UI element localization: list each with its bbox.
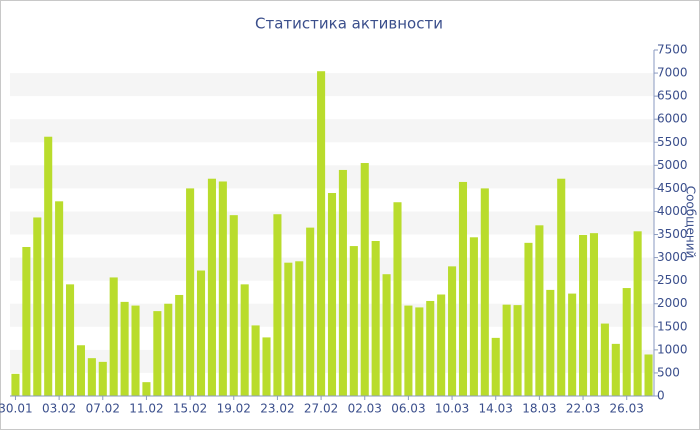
x-tick-label: 10.03 [435,402,469,416]
bar [469,237,478,396]
y-tick-label: 2500 [657,273,688,287]
bar [186,188,195,396]
bar [644,354,653,396]
bar [568,293,577,396]
chart-title: Статистика активности [255,15,443,33]
x-tick-label: 19.02 [217,402,251,416]
bar [306,227,315,396]
bar [579,234,588,396]
bar [360,163,369,396]
y-tick-label: 5000 [657,158,688,172]
bar [284,262,293,396]
bar [393,202,402,396]
grid-band [10,165,654,189]
bar [109,277,118,396]
bar [513,305,522,396]
bar [535,225,544,396]
bar [142,382,151,396]
x-tick-label: 18.03 [522,402,556,416]
bar [240,284,249,396]
bar [600,323,609,396]
y-tick-label: 5500 [657,135,688,149]
bar [633,231,642,396]
bar [44,136,53,397]
x-tick-label: 02.03 [348,402,382,416]
bar [524,242,533,396]
bar [502,304,511,396]
y-tick-label: 3500 [657,227,688,241]
bar [175,294,184,396]
y-tick-label: 6500 [657,89,688,103]
y-tick-label: 3000 [657,250,688,264]
y-tick-label: 2000 [657,296,688,310]
grid-band [10,119,654,143]
x-tick-label: 11.02 [129,402,163,416]
bar [426,300,435,396]
bar [76,345,85,396]
grid-band [10,73,654,97]
bar [251,325,260,396]
bar [55,201,64,396]
bar [11,373,20,396]
bar [22,246,31,396]
y-tick-label: 500 [657,365,680,379]
x-tick-label: 15.02 [173,402,207,416]
bar [120,301,129,396]
x-tick-label: 30.01 [0,402,33,416]
bar [295,261,304,396]
x-tick-label: 27.02 [304,402,338,416]
y-tick-label: 1000 [657,342,688,356]
x-tick-label: 06.03 [391,402,425,416]
bar [491,337,500,396]
bar [317,71,326,396]
x-tick-label: 14.03 [479,402,513,416]
bar [611,343,620,396]
bar [153,311,162,396]
bar [448,266,457,396]
bar [589,233,599,396]
bar [207,178,216,396]
bar [546,289,555,396]
bar [229,215,238,396]
x-tick-label: 07.02 [86,402,120,416]
bar [327,193,337,396]
bar [65,284,75,396]
bar [164,303,173,396]
bar [437,294,446,396]
bar [33,217,42,396]
bar [371,240,380,396]
bar [404,305,413,396]
bar [273,214,282,396]
bar [349,246,358,396]
bar [196,270,206,396]
x-tick-label: 22.03 [566,402,600,416]
bar [458,181,468,396]
bar [87,358,96,396]
x-tick-label: 03.02 [42,402,76,416]
y-tick-label: 1500 [657,319,688,333]
bar [98,361,107,396]
y-tick-label: 4500 [657,181,688,195]
bar [338,169,347,396]
y-tick-label: 4000 [657,204,688,218]
y-tick-label: 7500 [657,43,688,57]
y-tick-label: 0 [657,389,665,403]
y-axis-label: Сообщений [684,186,698,259]
y-tick-label: 7000 [657,66,688,80]
bar [218,181,227,396]
x-tick-label: 26.03 [610,402,644,416]
y-tick-label: 6000 [657,112,688,126]
bar [382,274,391,396]
x-tick-label: 23.02 [260,402,294,416]
bar [557,178,566,396]
bar [415,307,424,396]
bar [262,337,271,396]
bar [622,288,631,396]
bar [480,188,489,396]
bar [131,305,140,396]
